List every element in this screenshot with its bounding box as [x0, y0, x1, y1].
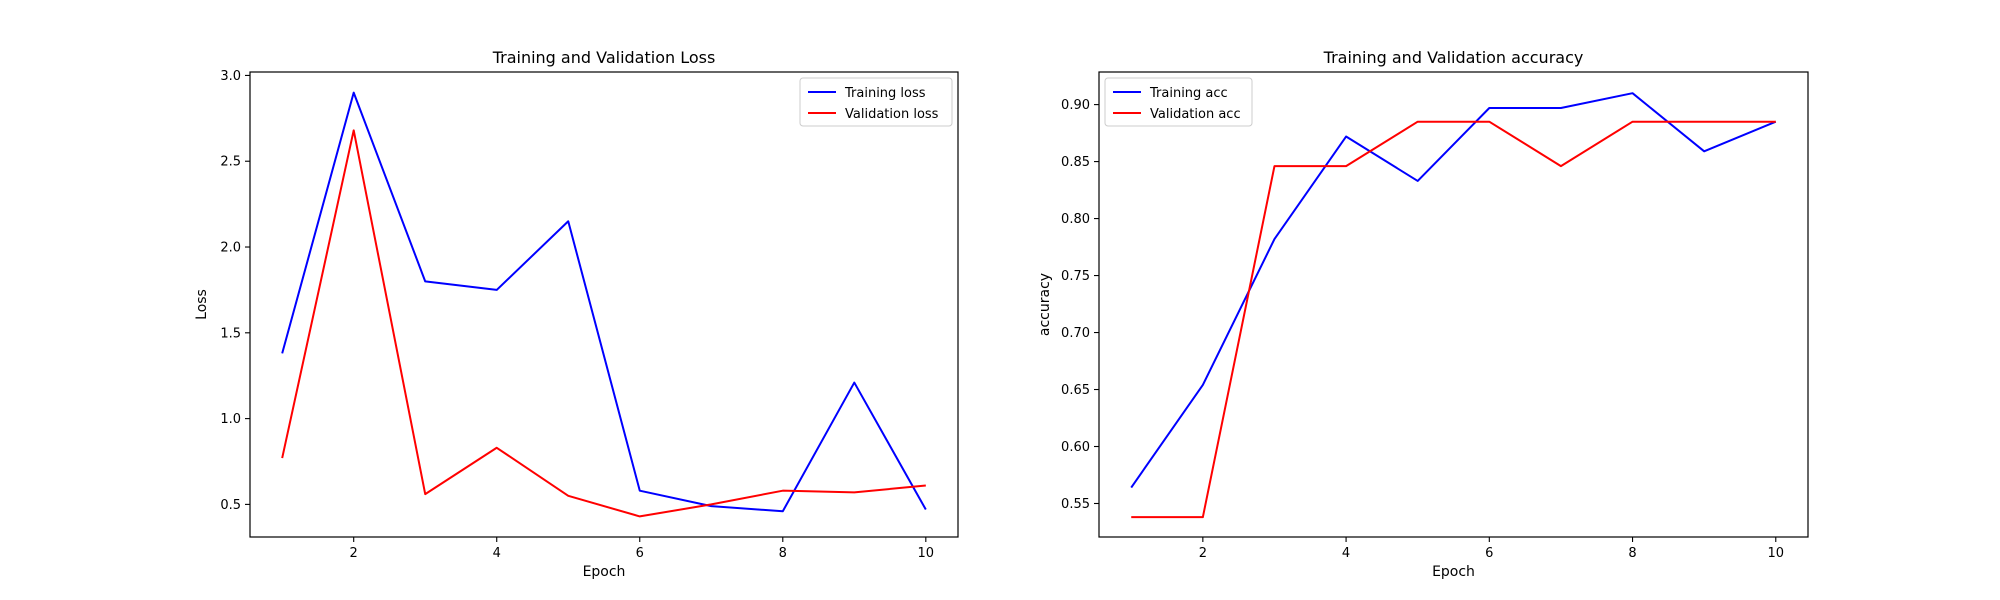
legend-box: [799, 77, 953, 127]
y-tick-label: 2.0: [220, 241, 241, 256]
y-tick-label: 0.70: [1061, 326, 1090, 341]
y-tick-label: 0.5: [220, 498, 241, 513]
chart-2: 2 4 6 8 10 0.55 0.60 0.65 0.70 0.75 0.80 0.85 0.90 Tr…: [1037, 48, 1809, 580]
y-tick-label: 1.0: [220, 412, 241, 427]
x-tick-label: 8: [779, 546, 787, 561]
x-axis-label: Epoch: [1432, 564, 1475, 580]
x-tick-label: 10: [1767, 546, 1784, 561]
x-axis-label: Epoch: [583, 564, 626, 580]
y-tick-label: 0.90: [1061, 98, 1090, 113]
x-tick-label: 4: [1342, 546, 1350, 561]
y-tick-label: 0.60: [1061, 440, 1090, 455]
legend-box: [1104, 77, 1253, 127]
y-axis-label: accuracy: [1037, 273, 1053, 336]
y-tick-label: 2.5: [220, 155, 241, 170]
legend-label: Training acc: [1149, 86, 1228, 101]
y-tick-label: 1.5: [220, 326, 241, 341]
series-line-validation-loss: [281, 129, 926, 518]
x-tick-label: 8: [1628, 546, 1636, 561]
x-tick-label: 6: [636, 546, 644, 561]
x-tick-label: 4: [493, 546, 501, 561]
legend: Training acc Validation acc: [1104, 77, 1253, 127]
x-tick-label: 2: [1199, 546, 1207, 561]
y-tick-label: 0.85: [1061, 155, 1090, 170]
chart-title: Training and Validation Loss: [492, 48, 716, 67]
x-tick-label: 10: [918, 546, 935, 561]
plot-area-frame: [1098, 71, 1809, 538]
chart-1: 2 4 6 8 10 0.5 1.0 1.5 2.0 2.5 3.0 Training and Val…: [194, 48, 959, 580]
legend: Training loss Validation loss: [799, 77, 953, 127]
x-tick-label: 2: [350, 546, 358, 561]
legend-label: Validation acc: [1150, 107, 1241, 122]
series-line-training-loss: [281, 91, 927, 513]
y-tick-label: 3.0: [220, 69, 241, 84]
plot-area-frame: [249, 71, 959, 538]
y-tick-label: 0.80: [1061, 212, 1090, 227]
legend-label: Validation loss: [845, 107, 939, 122]
legend-label: Training loss: [844, 86, 926, 101]
series-line-training-acc: [1130, 92, 1777, 489]
chart-title: Training and Validation accuracy: [1323, 48, 1584, 67]
series-line-validation-acc: [1131, 120, 1776, 519]
y-tick-label: 0.65: [1061, 383, 1090, 398]
x-tick-label: 6: [1485, 546, 1493, 561]
y-axis-label: Loss: [194, 289, 210, 320]
y-tick-label: 0.75: [1061, 269, 1090, 284]
y-tick-label: 0.55: [1061, 497, 1090, 512]
